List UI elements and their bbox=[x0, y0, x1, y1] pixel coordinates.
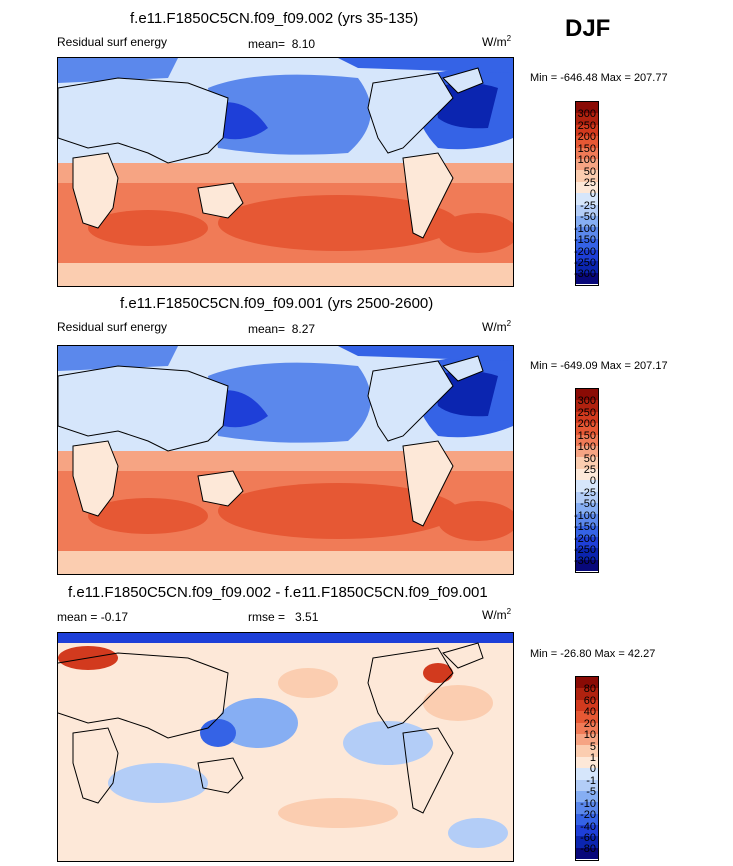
panel-3-units-sup: 2 bbox=[506, 607, 512, 616]
p2-cb-label: 150 bbox=[577, 430, 596, 442]
p3-cb-label: -5 bbox=[586, 786, 596, 798]
p1-cb-label: 150 bbox=[577, 143, 596, 155]
p1-cb-label: 250 bbox=[577, 120, 596, 132]
p1-cb-label: -150 bbox=[573, 234, 596, 246]
panel-2-colorbar bbox=[575, 388, 599, 573]
p2-cb-label: 250 bbox=[577, 407, 596, 419]
p1-cb-label: 25 bbox=[583, 177, 596, 189]
p3-cb-label: -40 bbox=[580, 821, 596, 833]
p1-cb-label: 100 bbox=[577, 154, 596, 166]
p2-cb-label: -250 bbox=[573, 544, 596, 556]
p2-cb-label: 0 bbox=[589, 475, 596, 487]
p2-cb-label: 50 bbox=[583, 453, 596, 465]
p2-cb-label: -150 bbox=[573, 521, 596, 533]
panel-3-mean: mean = -0.17 bbox=[57, 610, 129, 624]
p3-cb-label: -60 bbox=[580, 832, 596, 844]
season-label: DJF bbox=[565, 15, 611, 42]
panel-1-units-text: W/m bbox=[482, 35, 507, 49]
p2-cb-label: 25 bbox=[583, 464, 596, 476]
panel-3-rmse-value: 3.51 bbox=[295, 610, 319, 624]
panel-1-title: f.e11.F1850C5CN.f09_f09.002 (yrs 35-135) bbox=[130, 10, 419, 27]
panel-3-map bbox=[57, 632, 514, 862]
p2-cb-label: 200 bbox=[577, 418, 596, 430]
panel-2-units-text: W/m bbox=[482, 320, 507, 334]
panel-3-map-svg bbox=[58, 633, 513, 861]
panel-1-variable-label: Residual surf energy bbox=[57, 35, 168, 49]
panel-2-mean-label: mean= bbox=[248, 322, 286, 336]
p1-cb-label: -250 bbox=[573, 257, 596, 269]
panel-1-mean-label: mean= bbox=[248, 37, 286, 51]
panel-3-units-text: W/m bbox=[482, 608, 507, 622]
panel-2-map bbox=[57, 345, 514, 575]
p3-cb-label: 40 bbox=[583, 706, 596, 718]
p1-cb-label: 50 bbox=[583, 166, 596, 178]
p3-cb-label: 60 bbox=[583, 695, 596, 707]
p3-cb-label: 0 bbox=[589, 763, 596, 775]
panel-3-rmse-label: rmse = bbox=[248, 610, 286, 624]
p1-cb-label: 200 bbox=[577, 131, 596, 143]
panel-2-map-svg bbox=[58, 346, 513, 574]
p2-cb-label: -25 bbox=[580, 487, 596, 499]
p3-cb-label: 80 bbox=[583, 683, 596, 695]
p3-cb-label: -80 bbox=[580, 843, 596, 855]
p2-cb-label: -300 bbox=[573, 555, 596, 567]
p1-cb-label: -300 bbox=[573, 268, 596, 280]
panel-1-map-svg bbox=[58, 58, 513, 286]
p3-cb-label: 1 bbox=[589, 752, 596, 764]
panel-1-colorbar bbox=[575, 101, 599, 286]
p2-cb-label: -100 bbox=[573, 510, 596, 522]
p2-cb-label: 300 bbox=[577, 395, 596, 407]
p1-cb-label: -50 bbox=[580, 211, 596, 223]
p1-cb-label: 0 bbox=[589, 188, 596, 200]
panel-2-variable-label: Residual surf energy bbox=[57, 320, 168, 334]
panel-1-units-sup: 2 bbox=[506, 34, 512, 43]
panel-2-mean: mean= 8.27 bbox=[248, 322, 315, 336]
p1-cb-label: -25 bbox=[580, 200, 596, 212]
p1-cb-label: -100 bbox=[573, 223, 596, 235]
p3-cb-label: 5 bbox=[589, 741, 596, 753]
panel-1-units: W/m2 bbox=[482, 34, 511, 49]
p3-cb-label: -20 bbox=[580, 809, 596, 821]
panel-2-mean-value: 8.27 bbox=[291, 322, 316, 336]
panel-1-minmax: Min = -646.48 Max = 207.77 bbox=[530, 72, 668, 84]
panel-3-units: W/m2 bbox=[482, 607, 511, 622]
p3-cb-label: -1 bbox=[586, 775, 596, 787]
p3-cb-label: 20 bbox=[583, 718, 596, 730]
p2-cb-label: 100 bbox=[577, 441, 596, 453]
panel-1-mean: mean= 8.10 bbox=[248, 37, 315, 51]
panel-2-title: f.e11.F1850C5CN.f09_f09.001 (yrs 2500-26… bbox=[120, 295, 434, 312]
panel-1-mean-value: 8.10 bbox=[291, 37, 316, 51]
panel-3-minmax: Min = -26.80 Max = 42.27 bbox=[530, 648, 656, 660]
panel-3-rmse: rmse = 3.51 bbox=[248, 610, 318, 624]
panel-2-units-sup: 2 bbox=[506, 319, 512, 328]
p2-cb-label: -50 bbox=[580, 498, 596, 510]
panel-3-colorbar bbox=[575, 676, 599, 861]
p3-cb-label: -10 bbox=[580, 798, 596, 810]
panel-2-minmax: Min = -649.09 Max = 207.17 bbox=[530, 360, 668, 372]
p1-cb-label: 300 bbox=[577, 108, 596, 120]
p2-cb-label: -200 bbox=[573, 533, 596, 545]
panel-2-units: W/m2 bbox=[482, 319, 511, 334]
panel-1-map bbox=[57, 57, 514, 287]
p1-cb-label: -200 bbox=[573, 246, 596, 258]
p3-cb-label: 10 bbox=[583, 729, 596, 741]
panel-3-title: f.e11.F1850C5CN.f09_f09.002 - f.e11.F185… bbox=[68, 584, 488, 601]
